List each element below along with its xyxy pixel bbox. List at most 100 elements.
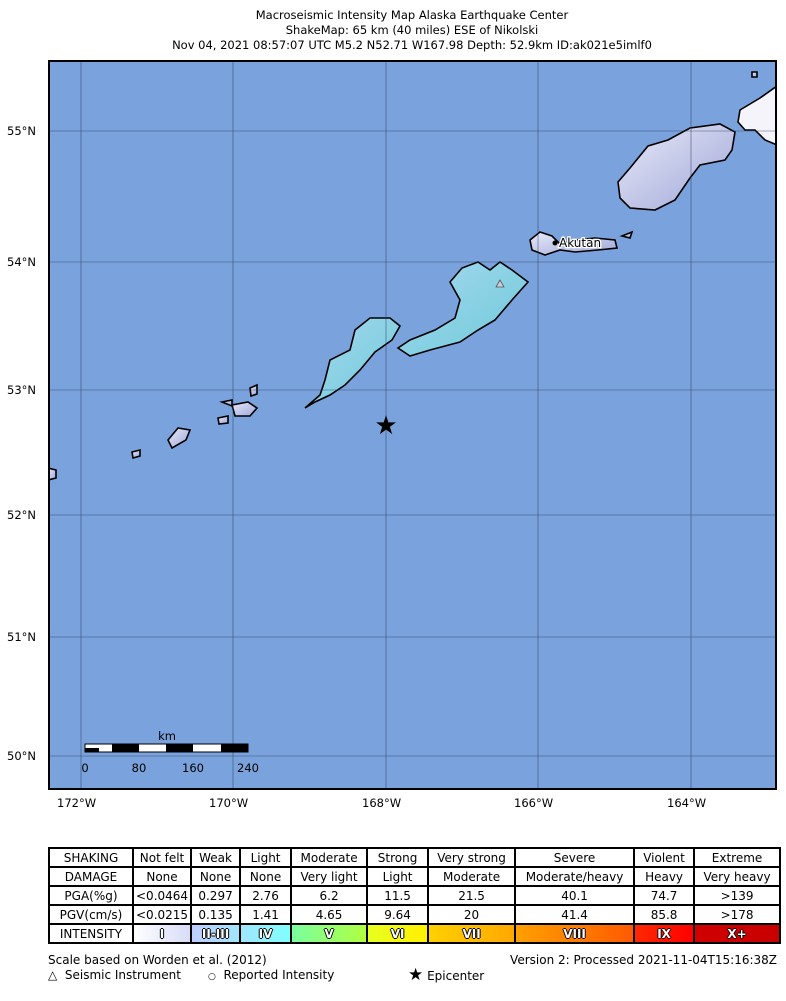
legend-cell: >178 [693, 904, 782, 925]
legend-cell: Very heavy [693, 866, 782, 887]
place-label-akutan: Akutan [559, 236, 601, 250]
legend-cell: None [239, 866, 293, 887]
svg-text:240: 240 [237, 761, 259, 775]
island-unimak [617, 123, 736, 211]
legend-row: PGA(%g) <0.0464 0.297 2.76 6.2 11.5 21.5 40.1 74… [48, 885, 782, 906]
intensity-cell: IX [633, 923, 696, 944]
island-small-1 [131, 448, 141, 460]
intensity-legend-table: SHAKING Not felt Weak Light Moderate Strong Ve… [48, 847, 782, 944]
legend-cell: 0.135 [190, 904, 242, 925]
legend-cell: Moderate/heavy [514, 866, 636, 887]
legend-cell: Severe [514, 847, 636, 868]
lon-label: 170°W [209, 796, 249, 810]
island-akutan [529, 231, 618, 256]
intensity-cell: IV [239, 923, 293, 944]
intensity-cell: VI [366, 923, 430, 944]
legend-cell: Extreme [693, 847, 782, 868]
legend-row: SHAKING Not felt Weak Light Moderate Strong Ve… [48, 847, 782, 868]
legend-cell: Strong [366, 847, 430, 868]
legend-cell: Light [366, 866, 430, 887]
intensity-cell: VII [427, 923, 517, 944]
legend-cell: 2.76 [239, 885, 293, 906]
intensity-map[interactable]: Akutan ★ km 0 80 160 240 [48, 60, 777, 790]
legend-cell: Moderate [427, 866, 517, 887]
legend-cell: <0.0215 [131, 904, 193, 925]
legend-cell: Heavy [633, 866, 696, 887]
legend-cell: 0.297 [190, 885, 242, 906]
legend-cell: Violent [633, 847, 696, 868]
legend-cell: >139 [693, 885, 782, 906]
legend-cell: Very light [290, 866, 369, 887]
row-label: INTENSITY [48, 923, 134, 944]
lon-label: 166°W [514, 796, 554, 810]
lon-label: 172°W [57, 796, 97, 810]
lon-label: 164°W [667, 796, 707, 810]
legend-cell: None [190, 866, 242, 887]
epicenter-star-icon: ★ [374, 411, 397, 441]
version-info: Version 2: Processed 2021-11-04T15:16:38… [510, 953, 777, 967]
legend-cell: None [131, 866, 193, 887]
legend-reported-intensity: ○ Reported Intensity [208, 968, 335, 982]
row-label: PGA(%g) [48, 885, 134, 906]
lat-label: 55°N [7, 124, 36, 138]
legend-cell: Not felt [131, 847, 193, 868]
island-small-6 [619, 230, 634, 239]
legend-cell: Light [239, 847, 293, 868]
title-line-1: Macroseismic Intensity Map Alaska Earthq… [255, 8, 569, 22]
legend-cell: Moderate [290, 847, 369, 868]
lat-label: 52°N [7, 508, 36, 522]
legend-cell: 6.2 [290, 885, 369, 906]
map-svg: Akutan ★ km 0 80 160 240 [50, 62, 775, 788]
island-alaska-peninsula [737, 86, 775, 146]
legend-cell: 21.5 [427, 885, 517, 906]
scale-bar-unit: km [158, 729, 176, 743]
lat-label: 50°N [7, 749, 36, 763]
svg-text:0: 0 [81, 761, 88, 775]
triangle-icon: △ [48, 968, 58, 982]
legend-cell: 9.64 [366, 904, 430, 925]
title-line-3: Nov 04, 2021 08:57:07 UTC M5.2 N52.71 W1… [172, 38, 652, 52]
row-label: DAMAGE [48, 866, 134, 887]
akutan-marker [552, 240, 558, 246]
lat-label: 54°N [7, 255, 36, 269]
intensity-cell: I [131, 923, 193, 944]
legend-cell: 11.5 [366, 885, 430, 906]
legend-cell: 85.8 [633, 904, 696, 925]
circle-icon: ○ [208, 972, 216, 982]
title-line-2: ShakeMap: 65 km (40 miles) ESE of Nikols… [285, 23, 539, 37]
seismic-instrument-icon [495, 279, 505, 288]
legend-cell: 4.65 [290, 904, 369, 925]
legend-cell: 41.4 [514, 904, 636, 925]
intensity-cell: X+ [693, 923, 782, 944]
island-small-3 [219, 399, 233, 408]
lon-label: 168°W [362, 796, 402, 810]
star-icon: ★ [408, 965, 424, 985]
lat-label: 53°N [7, 383, 36, 397]
island-amukta [167, 427, 192, 450]
legend-row: DAMAGE None None None Very light Light Moderat… [48, 866, 782, 887]
svg-text:160: 160 [182, 761, 204, 775]
intensity-cell: II-III [190, 923, 242, 944]
legend-epicenter: ★ Epicenter [408, 965, 485, 985]
legend-cell: <0.0464 [131, 885, 193, 906]
row-label: SHAKING [48, 847, 134, 868]
svg-text:80: 80 [132, 761, 147, 775]
island-small-4 [249, 383, 258, 398]
legend-cell: 40.1 [514, 885, 636, 906]
island-unalaska [396, 261, 530, 357]
scale-bar: km 0 80 160 240 [81, 729, 259, 775]
legend-cell: Very strong [427, 847, 517, 868]
legend-cell: 20 [427, 904, 517, 925]
intensity-cell: V [290, 923, 369, 944]
scale-note: Scale based on Worden et al. (2012) [48, 953, 267, 967]
intensity-cell: VIII [514, 923, 636, 944]
island-small-2 [217, 415, 229, 425]
legend-seismic-instrument: △ Seismic Instrument [48, 968, 181, 982]
island-small-5 [50, 467, 57, 481]
legend-row: PGV(cm/s) <0.0215 0.135 1.41 4.65 9.64 20 41.4 8… [48, 904, 782, 925]
island-yunaska [230, 401, 259, 417]
row-label: PGV(cm/s) [48, 904, 134, 925]
island-small-7 [751, 71, 758, 78]
legend-cell: 1.41 [239, 904, 293, 925]
